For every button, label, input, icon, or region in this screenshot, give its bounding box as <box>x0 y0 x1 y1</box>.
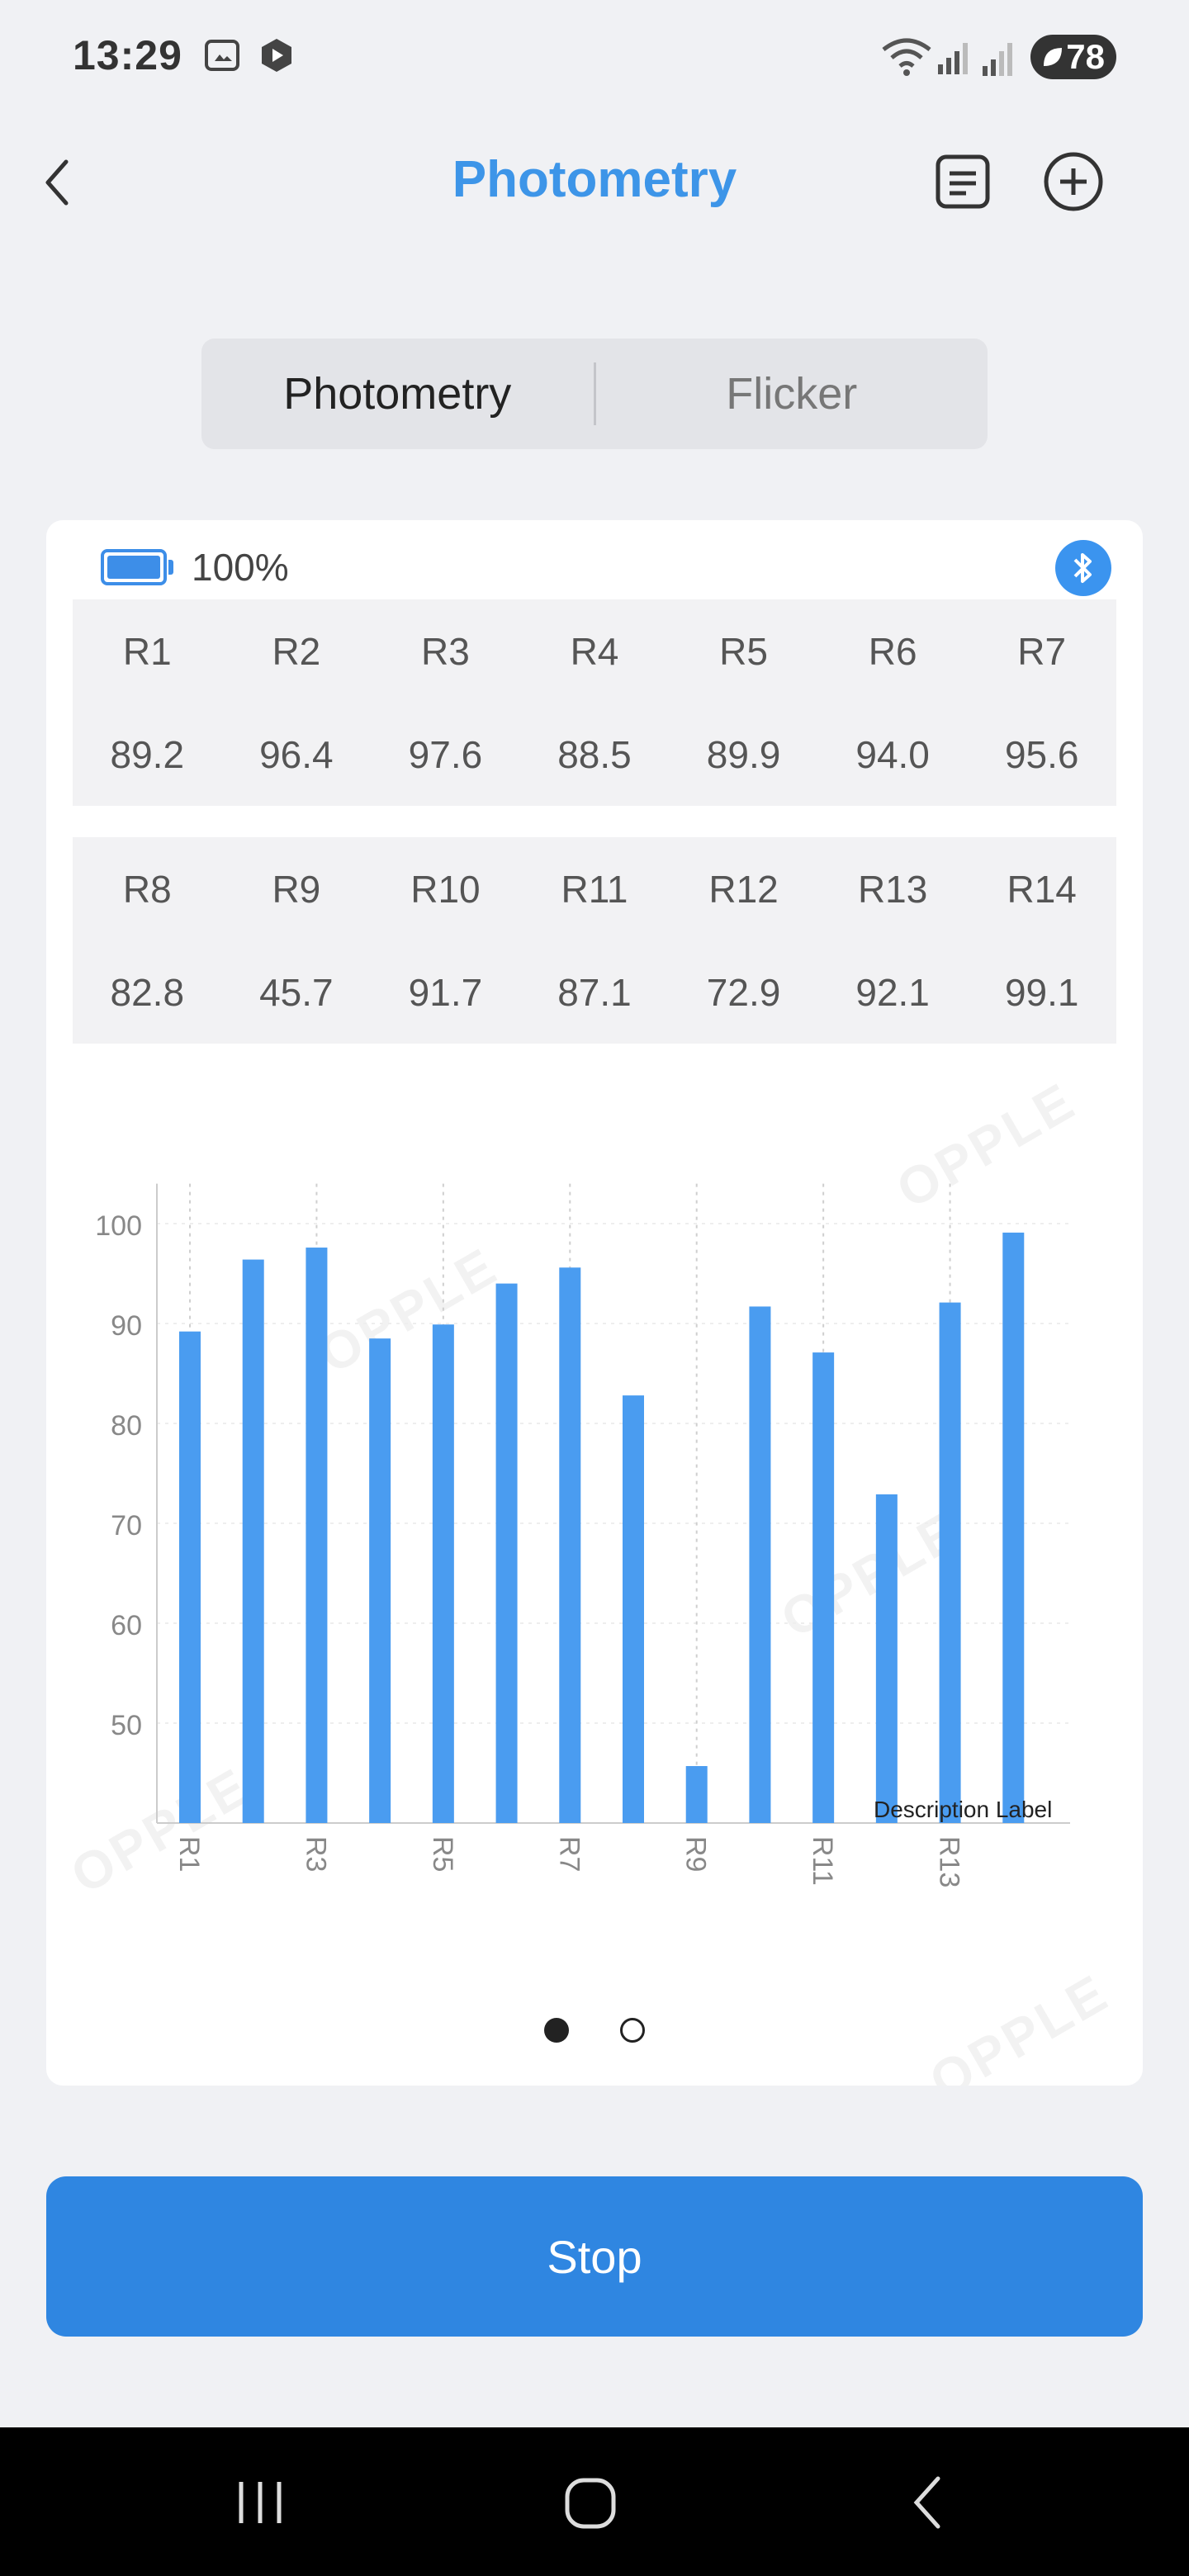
r-value: 87.1 <box>557 970 632 1014</box>
bar-r14 <box>1002 1232 1025 1823</box>
y-tick-label: 90 <box>111 1310 142 1342</box>
app-header: Photometry <box>0 132 1189 231</box>
bar-r8 <box>623 1395 644 1823</box>
r-header: R6 <box>868 629 917 673</box>
status-time: 13:29 <box>73 32 182 78</box>
r-header: R9 <box>272 867 321 911</box>
r-value: 89.9 <box>706 732 781 776</box>
r-header: R5 <box>719 629 768 673</box>
bar-r1 <box>179 1331 201 1823</box>
r-value: 89.2 <box>110 732 185 776</box>
r-value: 97.6 <box>408 732 483 776</box>
y-tick-label: 80 <box>111 1410 142 1442</box>
page-indicator <box>46 2018 1143 2043</box>
bar-r9 <box>685 1766 708 1823</box>
page-title: Photometry <box>452 151 737 208</box>
screenshot-icon <box>205 40 239 71</box>
status-bar: 13:29 78 <box>0 0 1189 107</box>
y-tick-label: 50 <box>111 1710 142 1741</box>
r-header: R7 <box>1017 629 1067 673</box>
r-value: 72.9 <box>706 970 781 1014</box>
signal-icon <box>983 43 1012 76</box>
r-value: 99.1 <box>1004 970 1079 1014</box>
y-tick-label: 100 <box>95 1210 142 1242</box>
r-header: R14 <box>1007 867 1077 911</box>
x-tick-label: R5 <box>427 1836 458 1872</box>
r-value: 88.5 <box>557 732 632 776</box>
cri-bar-chart: 50 60 70 80 90 100 R1 R3 R5 R7 R9 R11 R13 <box>95 1183 1070 1887</box>
page-dot-active[interactable] <box>544 2018 569 2043</box>
r-header: R10 <box>410 867 481 911</box>
mode-tabs: Photometry Flicker <box>201 339 988 449</box>
r-header: R2 <box>272 629 321 673</box>
bar-r13 <box>939 1302 961 1823</box>
report-list-icon[interactable] <box>931 150 994 213</box>
bar-r11 <box>812 1352 835 1823</box>
r-header: R11 <box>561 867 628 911</box>
r-header: R1 <box>122 629 172 673</box>
tab-flicker[interactable]: Flicker <box>726 369 858 419</box>
r-table-2: R8 R9 R10 R11 R12 R13 R14 82.8 45.7 91.7… <box>73 837 1116 1044</box>
device-battery: 100% <box>101 545 289 590</box>
app-hex-icon <box>262 39 291 72</box>
r-table-1: R1 R2 R3 R4 R5 R6 R7 89.2 96.4 97.6 88.5… <box>73 599 1116 806</box>
r-header: R12 <box>708 867 779 911</box>
bar-r12 <box>875 1494 898 1823</box>
battery-icon <box>101 549 167 585</box>
battery-percent: 100% <box>192 546 289 589</box>
r-value: 95.6 <box>1004 732 1079 776</box>
chart-description-label: Description Label <box>874 1797 1053 1822</box>
bar-r4 <box>369 1338 391 1823</box>
r-value: 91.7 <box>408 970 483 1014</box>
bar-r10 <box>749 1306 771 1823</box>
home-icon[interactable] <box>561 2474 619 2531</box>
x-tick-label: R1 <box>173 1836 205 1872</box>
recent-apps-icon[interactable] <box>231 2474 289 2531</box>
x-tick-label: R7 <box>553 1836 585 1872</box>
r-header: R3 <box>421 629 470 673</box>
x-tick-label: R3 <box>300 1836 331 1872</box>
bar-r7 <box>559 1267 581 1823</box>
bluetooth-icon[interactable] <box>1055 540 1111 596</box>
system-nav-bar <box>0 2427 1189 2576</box>
x-tick-label: R9 <box>680 1836 712 1872</box>
tab-divider <box>593 362 596 425</box>
signal-r-icon <box>938 43 968 74</box>
page-dot[interactable] <box>620 2018 645 2043</box>
r-value: 94.0 <box>855 732 930 776</box>
stop-button[interactable]: Stop <box>46 2176 1143 2337</box>
y-tick-label: 60 <box>111 1610 142 1641</box>
wifi-icon <box>882 38 931 76</box>
tab-photometry[interactable]: Photometry <box>283 369 512 419</box>
back-arrow-icon[interactable] <box>33 154 83 211</box>
bar-r6 <box>495 1283 518 1823</box>
r-value: 92.1 <box>855 970 930 1014</box>
y-tick-label: 70 <box>111 1510 142 1541</box>
r-value: 45.7 <box>259 970 334 1014</box>
r-header: R4 <box>570 629 619 673</box>
results-card: OPPLE OPPLE OPPLE OPPLE OPPLE 100% R1 R2… <box>46 520 1143 2086</box>
nav-back-icon[interactable] <box>900 2474 958 2531</box>
add-circle-icon[interactable] <box>1040 149 1106 215</box>
r-value: 82.8 <box>110 970 185 1014</box>
battery-indicator: 78 <box>1030 35 1116 79</box>
r-header: R13 <box>857 867 928 911</box>
battery-level: 78 <box>1066 37 1105 76</box>
bar-r3 <box>306 1248 328 1823</box>
bar-r5 <box>432 1324 454 1823</box>
bar-r2 <box>242 1259 264 1823</box>
x-tick-label: R11 <box>807 1836 838 1886</box>
leaf-icon <box>1044 48 1062 66</box>
x-tick-label: R13 <box>934 1836 965 1887</box>
r-value: 96.4 <box>259 732 334 776</box>
r-header: R8 <box>122 867 172 911</box>
